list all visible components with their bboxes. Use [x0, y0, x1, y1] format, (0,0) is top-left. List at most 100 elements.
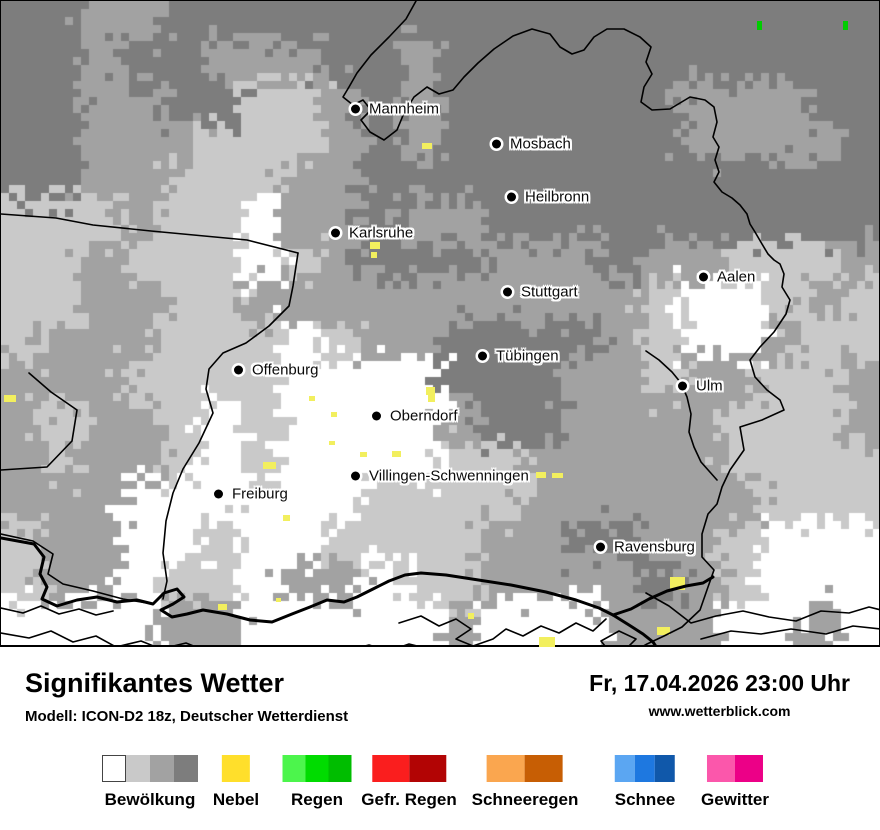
legend-swatch [735, 755, 763, 782]
city-dot-icon [351, 104, 360, 114]
city-marker-karlsruhe: Karlsruhe [331, 225, 413, 242]
fog-symbol [263, 462, 276, 469]
forecast-datetime: Fr, 17.04.2026 23:00 Uhr [589, 670, 850, 696]
fog-symbol [539, 637, 555, 647]
legend-swatch-row [282, 755, 352, 782]
legend-swatch [707, 755, 735, 782]
city-label: Karlsruhe [349, 224, 414, 242]
legend-swatch [221, 755, 250, 782]
city-label: Mosbach [510, 135, 571, 153]
legend-swatch-row [213, 755, 259, 782]
legend-swatch [654, 755, 675, 782]
state-border-line [1, 213, 299, 254]
legend-swatch [408, 755, 446, 782]
city-dot-icon [478, 351, 487, 361]
fog-symbol [360, 452, 367, 457]
website-url: www.wetterblick.com [648, 703, 791, 719]
legend-group-schneeregen: Schneeregen [471, 755, 579, 810]
city-dot-icon [596, 542, 605, 552]
legend-label: Schneeregen [471, 790, 579, 809]
state-border-line [1, 630, 417, 645]
legend-swatch [486, 755, 525, 782]
fog-symbol [329, 441, 335, 445]
legend-swatch [371, 755, 409, 782]
national-border-line [1, 536, 615, 624]
city-label: Tübingen [496, 347, 559, 365]
legend-group-nebel: Nebel [213, 755, 259, 810]
state-border-line [645, 592, 879, 624]
city-marker-mannheim: Mannheim [351, 101, 439, 118]
state-border-line [1, 605, 114, 616]
city-label: Stuttgart [521, 283, 578, 301]
legend-swatch [614, 755, 635, 782]
national-border-line [611, 613, 657, 645]
fog-symbol [536, 472, 546, 478]
legend-group-regen: Regen [282, 755, 352, 810]
legend-group-schnee: Schnee [615, 755, 675, 810]
legend-swatch [126, 755, 150, 782]
city-marker-aalen: Aalen [699, 269, 755, 286]
city-label: Villingen-Schwenningen [369, 467, 529, 485]
national-border-line [611, 575, 715, 617]
city-dot-icon [492, 139, 501, 149]
legend-swatch-row [361, 755, 456, 782]
legend-group-gewitter: Gewitter [701, 755, 769, 810]
city-label: Ravensburg [614, 538, 695, 556]
legend-group-gefr-regen: Gefr. Regen [361, 755, 457, 810]
city-label: Ulm [696, 377, 723, 395]
fog-symbol [283, 515, 290, 521]
legend-label: Gefr. Regen [361, 790, 457, 809]
city-dot-icon [699, 272, 708, 282]
legend-swatch-row [472, 755, 579, 782]
city-marker-ravensburg: Ravensburg [596, 539, 695, 556]
fog-symbol [309, 396, 315, 401]
city-label: Heilbronn [525, 188, 590, 206]
legend-swatch-row [102, 755, 198, 782]
cloud-layer [1, 1, 879, 645]
city-marker-villingen-schwenningen: Villingen-Schwenningen [351, 468, 529, 485]
city-dot-icon [678, 381, 687, 391]
legend-swatch [524, 755, 563, 782]
city-dot-icon [214, 489, 223, 499]
fog-symbol [4, 395, 16, 402]
city-marker-heilbronn: Heilbronn [507, 189, 589, 206]
legend-group-bew-lkung: Bewölkung [102, 755, 198, 810]
state-border-line [700, 625, 879, 640]
legend-swatch [174, 755, 198, 782]
legend-label: Schnee [614, 790, 676, 809]
state-border-line [398, 615, 607, 645]
city-marker-offenburg: Offenburg [234, 362, 318, 379]
city-dot-icon [331, 228, 340, 238]
state-border-line [645, 350, 718, 481]
fog-symbol [426, 387, 435, 395]
page-title: Signifikantes Wetter [25, 668, 285, 698]
city-label: Freiburg [232, 485, 288, 503]
fog-symbol [468, 613, 474, 619]
rain-symbol [757, 21, 762, 30]
fog-symbol [331, 412, 337, 417]
legend-label: Bewölkung [104, 790, 196, 809]
legend-swatch [282, 755, 306, 782]
legend-label: Gewitter [700, 790, 770, 809]
state-border-line [1, 372, 78, 471]
legend-label: Regen [291, 790, 343, 809]
border-lines-layer [1, 1, 879, 645]
city-label: Mannheim [369, 100, 440, 118]
fog-symbol [657, 627, 670, 635]
city-dot-icon [351, 471, 360, 481]
legend-swatch [305, 755, 329, 782]
legend-swatch [102, 755, 126, 782]
city-dot-icon [234, 365, 243, 375]
city-dot-icon [503, 287, 512, 297]
model-subtitle: Modell: ICON-D2 18z, Deutscher Wetterdie… [25, 708, 349, 725]
legend-swatch-row [614, 755, 675, 782]
datetime-block: Fr, 17.04.2026 23:00 Uhr www.wetterblick… [589, 670, 850, 719]
legend-label: Nebel [212, 790, 260, 809]
city-dot-icon [372, 411, 381, 421]
weather-map: Mannheim Mosbach Heilbronn Karlsruhe Stu… [0, 0, 880, 647]
fog-symbol [552, 473, 563, 478]
fog-symbol [370, 242, 380, 249]
fog-symbol [392, 451, 401, 457]
legend-swatch [150, 755, 174, 782]
